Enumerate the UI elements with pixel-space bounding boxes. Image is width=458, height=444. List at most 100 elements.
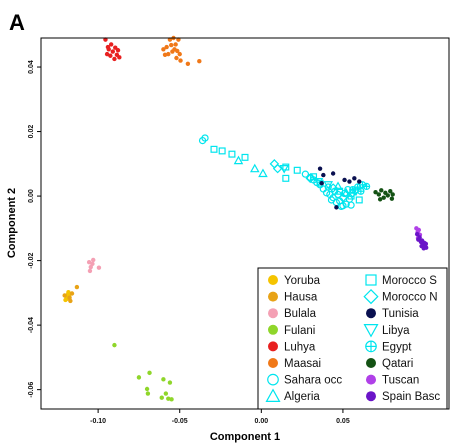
legend-item-tuscan: Tuscan [366,374,419,387]
point-hausa [62,293,67,298]
point-tunisia [321,172,326,178]
point-fulani [136,375,142,380]
legend-marker-libya [363,324,379,338]
series-morocco-s [210,145,363,204]
legend-marker-sahara-occ [267,373,279,386]
series-tunisia [317,166,362,210]
point-morocco-n [305,173,316,184]
point-qatari [385,193,390,198]
point-morocco-n [269,159,280,169]
legend-label: Sahara occ [284,375,342,387]
point-hausa [74,284,80,290]
legend-item-morocco-n: Morocco N [363,289,438,305]
y-tick-label: 0.02 [28,125,35,139]
point-morocco-s [282,174,290,182]
y-tick-label: -0.02 [28,253,35,269]
point-qatari [379,188,384,193]
x-tick-label: 0.05 [336,418,350,425]
point-maasai [185,61,191,67]
point-tunisia [347,179,352,184]
legend-marker-tunisia [366,308,376,319]
point-tunisia [319,180,324,186]
point-hausa [68,298,73,304]
point-spain-basc [421,246,426,251]
point-morocco-s [293,166,301,174]
legend-item-libya: Libya [363,324,410,338]
x-tick-label: -0.05 [172,418,188,425]
legend-marker-luhya [268,341,278,352]
x-axis-title: Component 1 [210,431,280,443]
legend-item-hausa: Hausa [268,291,318,304]
legend-label: Morocco N [382,292,438,304]
point-tunisia [342,177,347,183]
legend-item-fulani: Fulani [268,324,315,337]
point-morocco-n [338,192,348,203]
point-morocco-s [218,147,226,155]
y-axis-title: Component 2 [6,188,18,258]
legend-item-bulala: Bulala [268,308,317,320]
legend-label: Tuscan [382,375,419,387]
point-luhya [108,42,114,47]
point-maasai [178,58,183,63]
legend-label: Spain Basc [382,391,440,403]
legend-marker-bulala [268,308,278,319]
legend-label: Algeria [284,391,320,403]
point-maasai [164,44,169,50]
point-morocco-s [228,150,236,158]
point-bulala [87,268,93,274]
legend-marker-morocco-n [363,289,379,305]
point-bulala [91,257,96,263]
legend-marker-tuscan [366,374,376,385]
point-fulani [169,397,174,402]
legend-label: Egypt [382,341,412,353]
legend-item-luhya: Luhya [268,341,316,353]
point-tunisia [357,179,362,184]
legend-marker-yoruba [268,275,278,285]
series-maasai [161,35,202,67]
point-algeria [233,155,244,165]
point-spain-basc [414,231,420,237]
legend-marker-morocco-s [365,274,377,286]
legend-label: Fulani [284,325,315,337]
point-tuscan [416,227,422,233]
legend-marker-algeria [265,388,281,402]
point-sahara-occ [324,183,332,191]
point-bulala [90,261,95,267]
point-qatari [389,196,395,201]
axis-layer: -0.10 -0.05 0.00 0.05 0.04 0.02 0.00 -0.02 -0.04… [28,60,350,425]
point-fulani [144,386,150,392]
point-qatari [390,192,395,197]
point-maasai [169,42,174,48]
series-spain-basc [414,231,429,251]
point-morocco-s [210,145,218,153]
series-morocco-n [269,159,358,203]
point-tunisia [317,166,323,171]
x-tick-label: 0.00 [255,418,269,425]
legend-item-tunisia: Tunisia [366,308,419,320]
point-qatari [381,195,386,200]
y-tick-label: -0.06 [28,382,35,398]
series-luhya [103,37,122,62]
point-fulani [147,370,152,376]
legend-marker-egypt [365,340,377,353]
point-libya [323,181,334,190]
point-maasai [167,37,173,42]
point-spain-basc [423,241,429,247]
x-tick-label: -0.10 [90,418,106,425]
point-maasai [161,47,166,52]
point-bulala [96,265,102,270]
point-luhya [108,53,113,58]
legend-marker-spain-basc [366,391,376,402]
point-algeria [258,168,268,178]
point-libya [279,165,289,174]
legend-label: Morocco S [382,275,437,287]
legend-label: Hausa [284,292,318,304]
series-algeria [233,155,351,197]
point-yoruba [66,290,71,295]
point-sahara-occ [327,196,336,204]
point-sahara-occ [301,170,310,178]
series-layer [62,35,429,402]
point-qatari [373,190,378,195]
point-maasai [177,51,182,57]
